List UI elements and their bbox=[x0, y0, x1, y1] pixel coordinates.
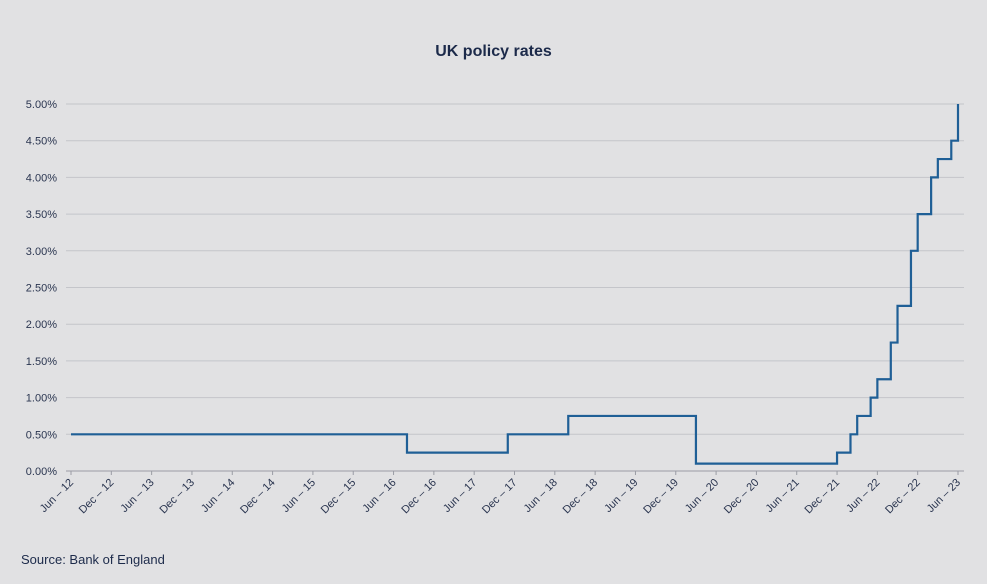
x-tick-label: Dec – 21 bbox=[803, 477, 843, 517]
y-tick-label: 5.00% bbox=[26, 99, 57, 111]
x-tick-label: Jun – 21 bbox=[764, 477, 802, 515]
source-note: Source: Bank of England bbox=[21, 552, 165, 567]
y-tick-label: 4.00% bbox=[26, 172, 57, 184]
x-tick-label: Dec – 13 bbox=[157, 477, 197, 517]
x-tick-label: Dec – 12 bbox=[77, 477, 117, 517]
y-tick-label: 1.50% bbox=[26, 356, 57, 368]
y-tick-label: 2.00% bbox=[26, 319, 57, 331]
x-tick-label: Jun – 18 bbox=[522, 477, 560, 515]
x-tick-label: Dec – 15 bbox=[319, 477, 359, 517]
y-tick-label: 3.50% bbox=[26, 209, 57, 221]
x-tick-label: Dec – 20 bbox=[722, 477, 762, 517]
y-tick-label: 0.50% bbox=[26, 429, 57, 441]
x-tick-label: Dec – 14 bbox=[238, 477, 278, 517]
y-tick-label: 2.50% bbox=[26, 283, 57, 295]
y-tick-label: 1.00% bbox=[26, 393, 57, 405]
x-tick-label: Jun – 13 bbox=[118, 477, 156, 515]
x-tick-label: Jun – 15 bbox=[280, 477, 318, 515]
x-tick-label: Dec – 22 bbox=[883, 477, 923, 517]
y-axis-ticks: 0.00% 0.50% 1.00% 1.50% 2.00% 2.50% 3.00% 3.50%… bbox=[26, 99, 57, 478]
x-tick-label: Dec – 18 bbox=[561, 477, 601, 517]
x-tick-label: Jun – 19 bbox=[602, 477, 640, 515]
y-tick-label: 4.50% bbox=[26, 136, 57, 148]
y-tick-label: 0.00% bbox=[26, 466, 57, 478]
x-tick-label: Dec – 17 bbox=[480, 477, 520, 517]
y-tick-label: 3.00% bbox=[26, 246, 57, 258]
x-tick-label: Dec – 19 bbox=[641, 477, 681, 517]
x-tick-label: Jun – 23 bbox=[925, 477, 963, 515]
x-tick-label: Jun – 16 bbox=[360, 477, 398, 515]
x-tick-label: Jun – 22 bbox=[844, 477, 882, 515]
x-tick-label: Jun – 14 bbox=[199, 477, 237, 515]
chart-title: UK policy rates bbox=[435, 43, 552, 60]
x-axis-ticks: Jun – 12 Dec – 12 Jun – 13 Dec – 13 Jun – 14… bbox=[38, 471, 963, 516]
gridlines bbox=[66, 103, 964, 472]
x-tick-label: Dec – 16 bbox=[399, 477, 439, 517]
x-tick-label: Jun – 17 bbox=[441, 477, 479, 515]
series-line bbox=[71, 104, 960, 465]
x-tick-label: Jun – 12 bbox=[38, 477, 76, 515]
x-tick-label: Jun – 20 bbox=[683, 477, 721, 515]
series-layer bbox=[71, 104, 960, 465]
